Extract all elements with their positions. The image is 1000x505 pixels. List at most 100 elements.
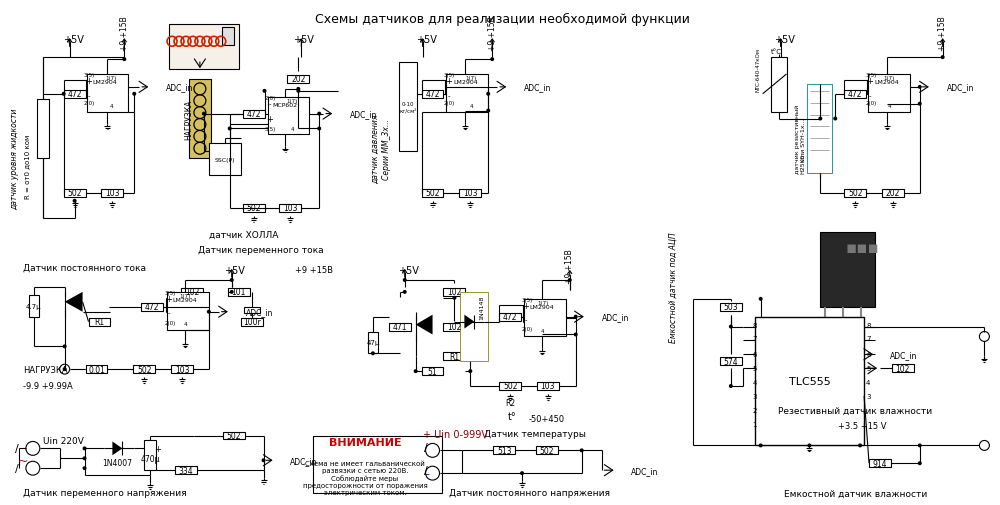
- Circle shape: [414, 370, 418, 373]
- Text: 502: 502: [226, 431, 241, 440]
- Text: 472: 472: [246, 110, 261, 119]
- Text: 2: 2: [752, 407, 757, 413]
- Circle shape: [403, 278, 407, 282]
- Text: 471: 471: [392, 322, 407, 331]
- Text: ADC_in: ADC_in: [290, 456, 318, 465]
- Text: /: /: [15, 443, 19, 453]
- Text: 202: 202: [291, 75, 306, 84]
- Circle shape: [263, 90, 267, 93]
- Circle shape: [60, 365, 70, 374]
- Text: 1(7): 1(7): [287, 99, 298, 104]
- Text: 3(5): 3(5): [521, 298, 533, 302]
- Circle shape: [818, 117, 822, 121]
- Text: LM2904: LM2904: [173, 298, 197, 302]
- Text: Схема не имеет гальванической
развязки с сетью 220В.
Соблюдайте меры
предосторож: Схема не имеет гальванической развязки с…: [303, 461, 427, 495]
- Text: LM2904: LM2904: [92, 80, 117, 85]
- Circle shape: [833, 117, 837, 121]
- Text: +: +: [154, 444, 161, 453]
- Bar: [29, 295, 39, 317]
- Text: 51: 51: [428, 367, 437, 376]
- Circle shape: [63, 345, 67, 348]
- Bar: [144, 440, 156, 470]
- Text: 914: 914: [873, 459, 887, 468]
- Bar: [720, 303, 742, 311]
- Bar: [64, 91, 86, 98]
- Text: -: -: [87, 92, 90, 98]
- Text: ADC_in: ADC_in: [890, 350, 917, 359]
- Text: 3(5): 3(5): [164, 291, 176, 296]
- Text: +: +: [867, 77, 873, 86]
- Bar: [422, 368, 443, 375]
- Text: 502: 502: [848, 189, 862, 198]
- Text: 334: 334: [179, 466, 193, 475]
- Text: Датчик постоянного напряжения: Датчик постоянного напряжения: [449, 488, 610, 497]
- Text: 3: 3: [752, 393, 757, 399]
- Circle shape: [73, 199, 77, 204]
- Circle shape: [486, 92, 490, 96]
- Circle shape: [452, 296, 456, 300]
- Text: 102: 102: [447, 288, 462, 297]
- Circle shape: [858, 443, 862, 447]
- Bar: [820, 233, 875, 307]
- Bar: [223, 432, 245, 439]
- Bar: [446, 75, 488, 113]
- Text: НАГРУЗКА: НАГРУЗКА: [23, 365, 68, 374]
- Text: Uin 220V: Uin 220V: [43, 436, 84, 445]
- Bar: [313, 436, 442, 493]
- Circle shape: [83, 466, 87, 470]
- Circle shape: [520, 471, 524, 475]
- Bar: [536, 446, 558, 454]
- Text: t°: t°: [508, 411, 516, 421]
- Bar: [101, 189, 123, 197]
- Text: Схемы датчиков для реализации необходимой функции: Схемы датчиков для реализации необходимо…: [315, 13, 690, 26]
- Text: ADC_in: ADC_in: [246, 308, 273, 317]
- Text: +5V: +5V: [224, 266, 245, 276]
- Text: 472: 472: [503, 313, 517, 322]
- Bar: [169, 25, 239, 70]
- Text: +5V: +5V: [416, 35, 437, 45]
- Circle shape: [228, 127, 232, 131]
- Text: 3(5): 3(5): [265, 127, 276, 132]
- Text: 102: 102: [447, 322, 462, 331]
- Text: +9 +15B: +9 +15B: [488, 16, 497, 50]
- Circle shape: [371, 351, 375, 356]
- Text: +: +: [166, 295, 173, 304]
- Text: 472: 472: [67, 90, 82, 99]
- Bar: [368, 332, 378, 354]
- Text: t°C: t°C: [771, 49, 782, 55]
- Text: 101: 101: [231, 288, 246, 297]
- Bar: [459, 189, 481, 197]
- Text: LM2904: LM2904: [875, 80, 899, 85]
- Text: 4: 4: [866, 379, 870, 385]
- Circle shape: [486, 110, 490, 114]
- Circle shape: [122, 58, 126, 62]
- Text: 7: 7: [866, 336, 871, 342]
- Text: +: +: [523, 301, 529, 311]
- Text: -: -: [525, 317, 527, 323]
- Circle shape: [979, 332, 989, 342]
- Text: 0-10
кг/см²: 0-10 кг/см²: [399, 102, 416, 113]
- Text: 2(0): 2(0): [444, 101, 455, 106]
- Circle shape: [230, 290, 234, 294]
- Text: 5: 5: [866, 366, 870, 371]
- Circle shape: [83, 457, 87, 461]
- Text: /: /: [15, 463, 19, 473]
- Text: +5V: +5V: [774, 35, 794, 45]
- Bar: [755, 317, 864, 445]
- Circle shape: [574, 333, 578, 337]
- Text: 103: 103: [283, 204, 298, 213]
- Text: +5V: +5V: [293, 35, 314, 45]
- Text: +: +: [445, 77, 452, 86]
- Circle shape: [63, 368, 67, 371]
- Text: +: +: [266, 115, 273, 124]
- Text: 202: 202: [886, 189, 900, 198]
- Text: 103: 103: [105, 189, 120, 198]
- Bar: [524, 299, 566, 337]
- Circle shape: [296, 88, 300, 91]
- Text: 8: 8: [752, 322, 757, 328]
- Text: датчик ХОЛЛА: датчик ХОЛЛА: [209, 230, 278, 239]
- Bar: [171, 366, 193, 373]
- Circle shape: [317, 113, 321, 116]
- Text: 1(7): 1(7): [883, 76, 895, 81]
- Text: 502: 502: [425, 189, 440, 198]
